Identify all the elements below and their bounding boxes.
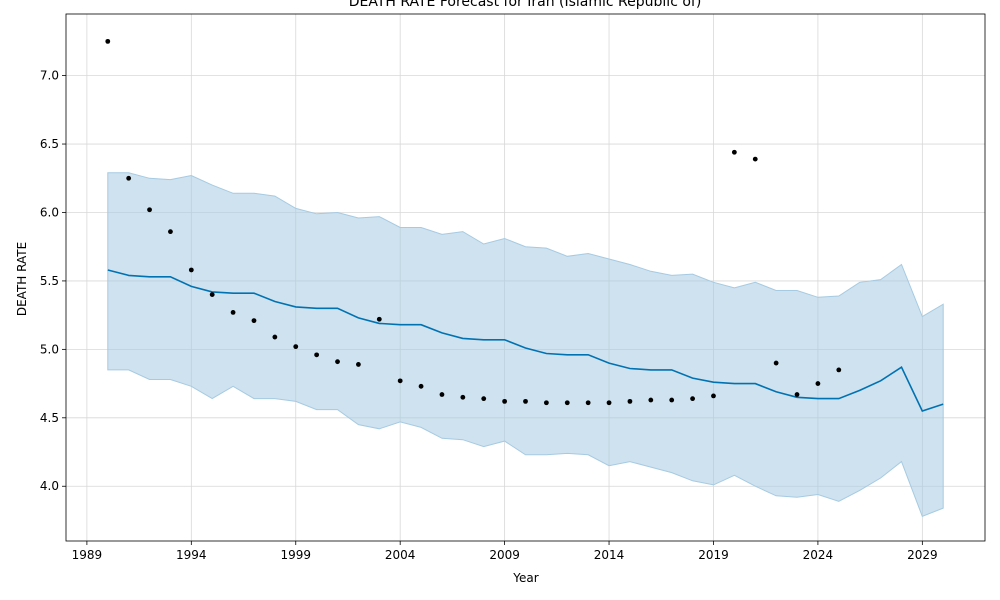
observed-point [690,396,695,402]
observed-point [272,334,278,340]
observed-points [105,38,842,406]
observed-point [502,398,508,404]
y-tick-label: 5.0 [40,342,59,356]
observed-point [794,392,800,397]
x-tick-label: 1999 [280,548,311,562]
x-tick-label: 1989 [72,548,103,562]
y-tick-label: 5.5 [40,274,59,288]
observed-point [376,316,382,322]
observed-point [105,38,111,44]
y-tick-label: 4.0 [40,479,59,493]
observed-point [168,229,173,235]
observed-point [627,398,633,404]
observed-point [669,397,675,403]
observed-point [481,396,487,402]
observed-point [606,400,612,406]
x-tick-label: 2014 [594,548,625,562]
y-axis: 4.0 4.5 5.0 5.5 6.0 6.5 7.0 [40,69,66,493]
observed-point [251,318,257,324]
y-tick-label: 6.5 [40,137,59,151]
observed-point [209,292,215,298]
observed-point [314,352,320,358]
x-tick-label: 2024 [803,548,834,562]
plot-frame [65,13,986,542]
observed-point [230,310,236,315]
x-axis: 1989 1994 1999 2004 2009 2014 2019 2024 2029 [72,541,938,562]
chart-title: DEATH RATE Forecast for Iran (Islamic Re… [349,0,702,10]
observed-point [188,267,194,273]
observed-point [439,392,445,397]
y-tick-label: 4.5 [40,411,59,425]
x-tick-label: 2009 [489,548,520,562]
y-tick-label: 7.0 [40,69,59,83]
observed-point [585,400,591,406]
x-tick-label: 2029 [907,548,938,562]
y-axis-title: DEATH RATE [15,242,29,316]
x-tick-label: 2004 [385,548,416,562]
observed-point [460,394,466,400]
forecast-line [107,269,944,412]
observed-point [293,344,299,350]
observed-point [356,362,361,367]
observed-point [126,175,132,181]
y-tick-label: 6.0 [40,205,59,219]
uncertainty-interval-band [107,172,944,518]
observed-point [418,383,424,389]
observed-point [564,400,570,406]
x-tick-label: 1994 [176,548,207,562]
observed-point [147,207,152,213]
observed-point [335,359,340,365]
observed-point [523,398,528,404]
observed-point [397,378,403,384]
observed-point [648,397,654,403]
observed-point [773,360,779,366]
x-axis-title: Year [512,571,538,585]
observed-point [711,393,716,399]
observed-point [731,149,737,155]
observed-point [543,400,549,406]
x-tick-label: 2019 [698,548,729,562]
observed-point [752,156,758,162]
observed-point [815,381,821,386]
observed-point [836,367,842,373]
